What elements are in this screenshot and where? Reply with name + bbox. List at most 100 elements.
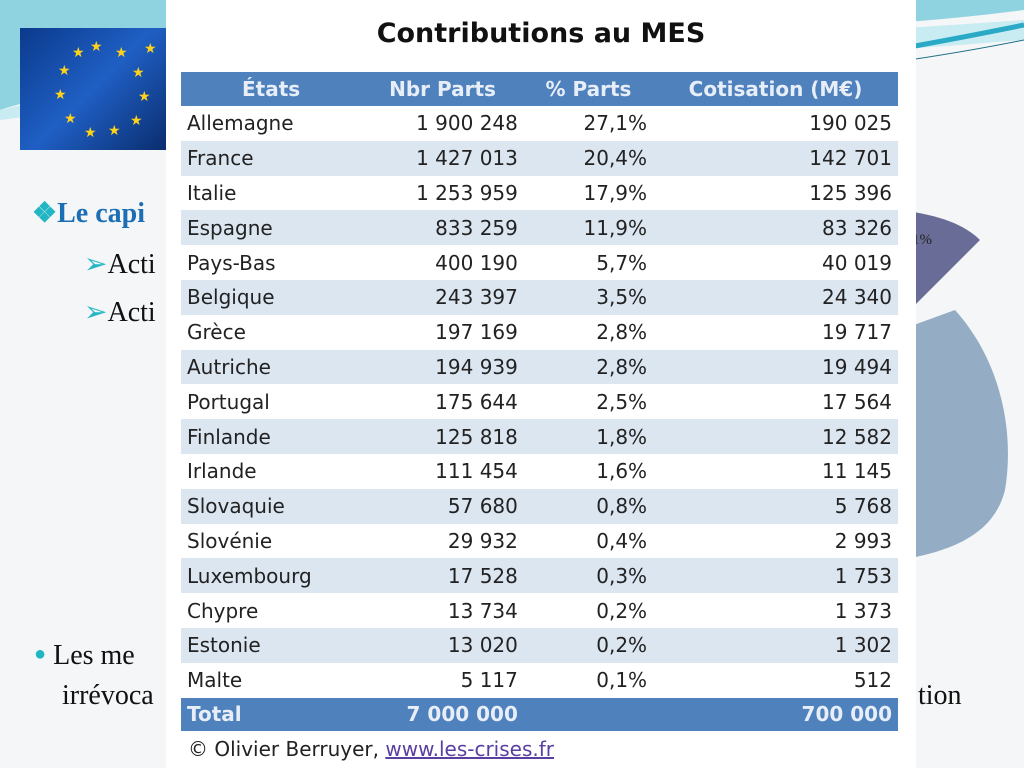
table-row: France 1 427 013 20,4% 142 701: [181, 140, 898, 176]
pie-label: 1%: [912, 232, 932, 248]
percent-cell: 2,8%: [523, 349, 654, 385]
column-header: Cotisation (M€): [653, 72, 898, 106]
country-cell: Portugal: [187, 389, 270, 414]
country-cell: Slovénie: [187, 528, 273, 553]
parts-cell: 29 932: [447, 528, 518, 553]
eu-flag-image: ★ ★ ★ ★ ★ ★ ★ ★ ★ ★ ★ ★: [20, 28, 166, 150]
parts-cell: 57 680: [361, 488, 524, 524]
country-cell: Espagne: [181, 210, 362, 246]
table-row: Portugal 175 644 2,5% 17 564: [181, 384, 898, 419]
cotisation-cell: 19 494: [653, 349, 898, 385]
table-row: Estonie 13 020 0,2% 1 302: [181, 627, 898, 663]
parts-cell: 1 427 013: [361, 140, 524, 176]
percent-cell: 2,5%: [596, 389, 648, 414]
total-cell: Total: [181, 697, 362, 731]
cotisation-cell: 17 564: [822, 389, 892, 414]
cotisation-cell: 125 396: [809, 180, 892, 205]
contributions-table-panel: Contributions au MES États Nbr Parts% Par…: [166, 0, 916, 768]
country-cell: Luxembourg: [181, 558, 362, 594]
cotisation-cell: 11 145: [822, 459, 892, 484]
bottom-bullet: ● Les me: [34, 640, 135, 672]
slide-heading: ❖Le capi: [32, 196, 145, 230]
country-cell: Belgique: [181, 279, 362, 315]
parts-cell: 197 169: [435, 320, 518, 345]
percent-cell: 20,4%: [523, 140, 654, 176]
table-title: Contributions au MES: [376, 18, 706, 49]
sub-bullet-text: Acti: [107, 249, 156, 280]
parts-cell: 400 190: [435, 250, 518, 275]
cotisation-cell: 512: [853, 668, 892, 693]
parts-cell: 243 397: [361, 279, 524, 315]
percent-cell: 2,8%: [596, 320, 648, 345]
table-row: Espagne 833 259 11,9% 83 326: [181, 210, 898, 246]
column-header: % Parts: [523, 72, 654, 106]
arrow-bullet-icon: ➢: [84, 249, 108, 280]
percent-cell: 0,1%: [596, 668, 648, 693]
credit-text: © Olivier Berruyer,: [188, 737, 386, 761]
cotisation-cell: 142 701: [653, 140, 898, 176]
total-row: Total 7 000 000 700 000: [181, 697, 898, 731]
percent-cell: 1,6%: [596, 459, 648, 484]
pie-chart-fragment: 1%: [900, 210, 1008, 560]
dot-bullet-icon: ●: [34, 643, 47, 665]
arrow-bullet-icon: ➢: [84, 297, 108, 328]
parts-cell: 125 818: [361, 419, 524, 454]
sub-bullet: ➢Acti: [84, 295, 156, 329]
cotisation-cell: 1 302: [653, 627, 898, 663]
diamond-bullet-icon: ❖: [32, 198, 58, 229]
percent-cell: 0,3%: [523, 558, 654, 594]
cotisation-cell: 19 717: [822, 320, 892, 345]
cotisation-cell: 1 753: [653, 558, 898, 594]
country-cell: Malte: [187, 668, 243, 693]
percent-cell: 27,1%: [583, 111, 648, 136]
table-row: Allemagne 1 900 248 27,1% 190 025: [181, 106, 898, 141]
country-cell: Autriche: [181, 349, 362, 385]
country-cell: Chypre: [187, 598, 259, 623]
percent-cell: 0,2%: [596, 598, 648, 623]
percent-cell: 11,9%: [523, 210, 654, 246]
bottom-line-1: Les me: [53, 640, 135, 671]
parts-cell: 194 939: [361, 349, 524, 385]
parts-cell: 5 117: [460, 668, 518, 693]
percent-cell: 0,4%: [596, 528, 648, 553]
cotisation-cell: 40 019: [822, 250, 892, 275]
table-row: Luxembourg 17 528 0,3% 1 753: [181, 558, 898, 594]
percent-cell: 0,8%: [523, 488, 654, 524]
country-cell: Slovaquie: [181, 488, 362, 524]
total-cell: 700 000: [653, 697, 898, 731]
sub-bullet-text: Acti: [107, 297, 156, 328]
column-header: Nbr Parts: [361, 72, 524, 106]
credit-link[interactable]: www.les-crises.fr: [385, 737, 555, 761]
percent-cell: 1,8%: [523, 419, 654, 454]
country-cell: Pays-Bas: [187, 250, 276, 275]
country-cell: France: [181, 140, 362, 176]
cotisation-cell: 190 025: [809, 111, 892, 136]
cotisation-cell: 5 768: [653, 488, 898, 524]
pie-slice-dark: [900, 210, 980, 320]
table-row: Irlande 111 454 1,6% 11 145: [181, 454, 898, 489]
heading-text: Le capi: [57, 198, 145, 229]
cotisation-cell: 83 326: [653, 210, 898, 246]
percent-cell: 3,5%: [523, 279, 654, 315]
cotisation-cell: 24 340: [653, 279, 898, 315]
credit-line: © Olivier Berruyer, www.les-crises.fr: [188, 737, 554, 761]
percent-cell: 5,7%: [596, 250, 648, 275]
country-cell: Estonie: [181, 627, 362, 663]
parts-cell: 111 454: [435, 459, 518, 484]
bottom-line-2: irrévoca: [62, 680, 154, 711]
country-cell: Italie: [187, 180, 237, 205]
country-cell: Grèce: [187, 320, 246, 345]
sub-bullet: ➢Acti: [84, 247, 156, 281]
parts-cell: 13 020: [361, 627, 524, 663]
parts-cell: 1 900 248: [416, 111, 518, 136]
column-header: États: [181, 72, 362, 106]
parts-cell: 17 528: [361, 558, 524, 594]
table-row: Slovénie 29 932 0,4% 2 993: [181, 524, 898, 559]
parts-cell: 13 734: [447, 598, 518, 623]
percent-cell: 17,9%: [583, 180, 648, 205]
contributions-table: États Nbr Parts% Parts Cotisation (M€) All…: [181, 72, 898, 731]
pie-slice-light: [900, 310, 1008, 560]
table-row: Belgique 243 397 3,5% 24 340: [181, 279, 898, 315]
parts-cell: 833 259: [361, 210, 524, 246]
table-row: Finlande 125 818 1,8% 12 582: [181, 419, 898, 454]
